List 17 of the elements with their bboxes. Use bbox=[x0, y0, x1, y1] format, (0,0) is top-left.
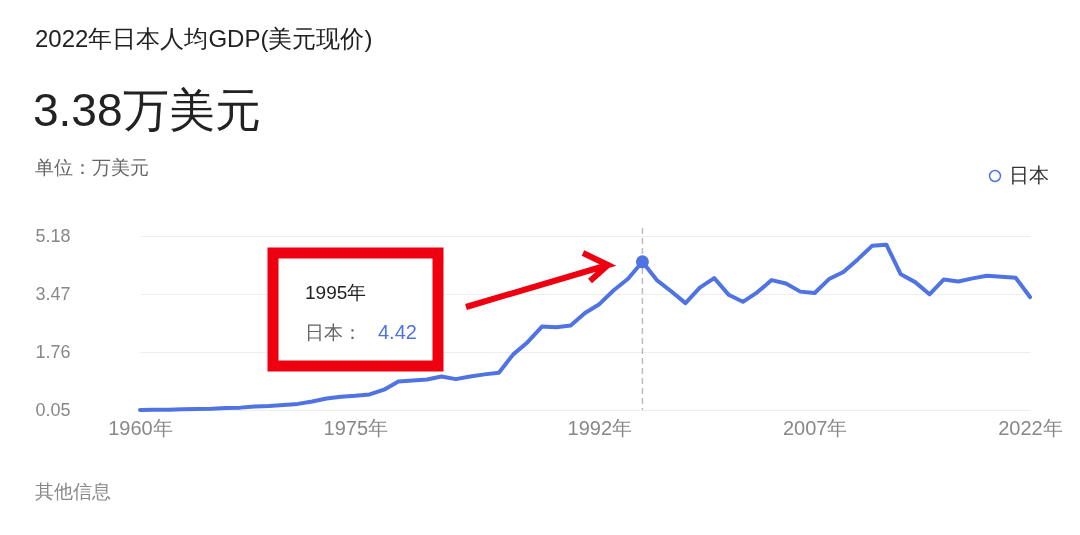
chart-title: 2022年日本人均GDP(美元现价) bbox=[35, 25, 373, 52]
chart-subtitle: 3.38万美元 bbox=[33, 84, 261, 136]
legend-label: 日本 bbox=[1009, 164, 1049, 186]
y-axis-title: 单位：万美元 bbox=[35, 157, 149, 178]
annotation: 日本： 4.42 bbox=[305, 321, 417, 343]
x-tick-label: 2022年 bbox=[998, 416, 1063, 439]
x-tick-label: 1975年 bbox=[323, 416, 389, 439]
line-series bbox=[138, 242, 1032, 412]
x-tick-label: 2007年 bbox=[782, 416, 848, 439]
y-tick-label: 1.76 bbox=[35, 341, 71, 362]
text: 其他信息 bbox=[35, 481, 111, 502]
y-tick-label: 3.47 bbox=[35, 283, 71, 304]
annotation: 1995年 bbox=[305, 282, 367, 303]
x-tick-label: 1960年 bbox=[108, 416, 173, 439]
y-tick-label: 5.18 bbox=[35, 225, 71, 246]
x-tick-label: 1992年 bbox=[567, 416, 633, 439]
y-tick-label: 0.05 bbox=[35, 399, 71, 420]
